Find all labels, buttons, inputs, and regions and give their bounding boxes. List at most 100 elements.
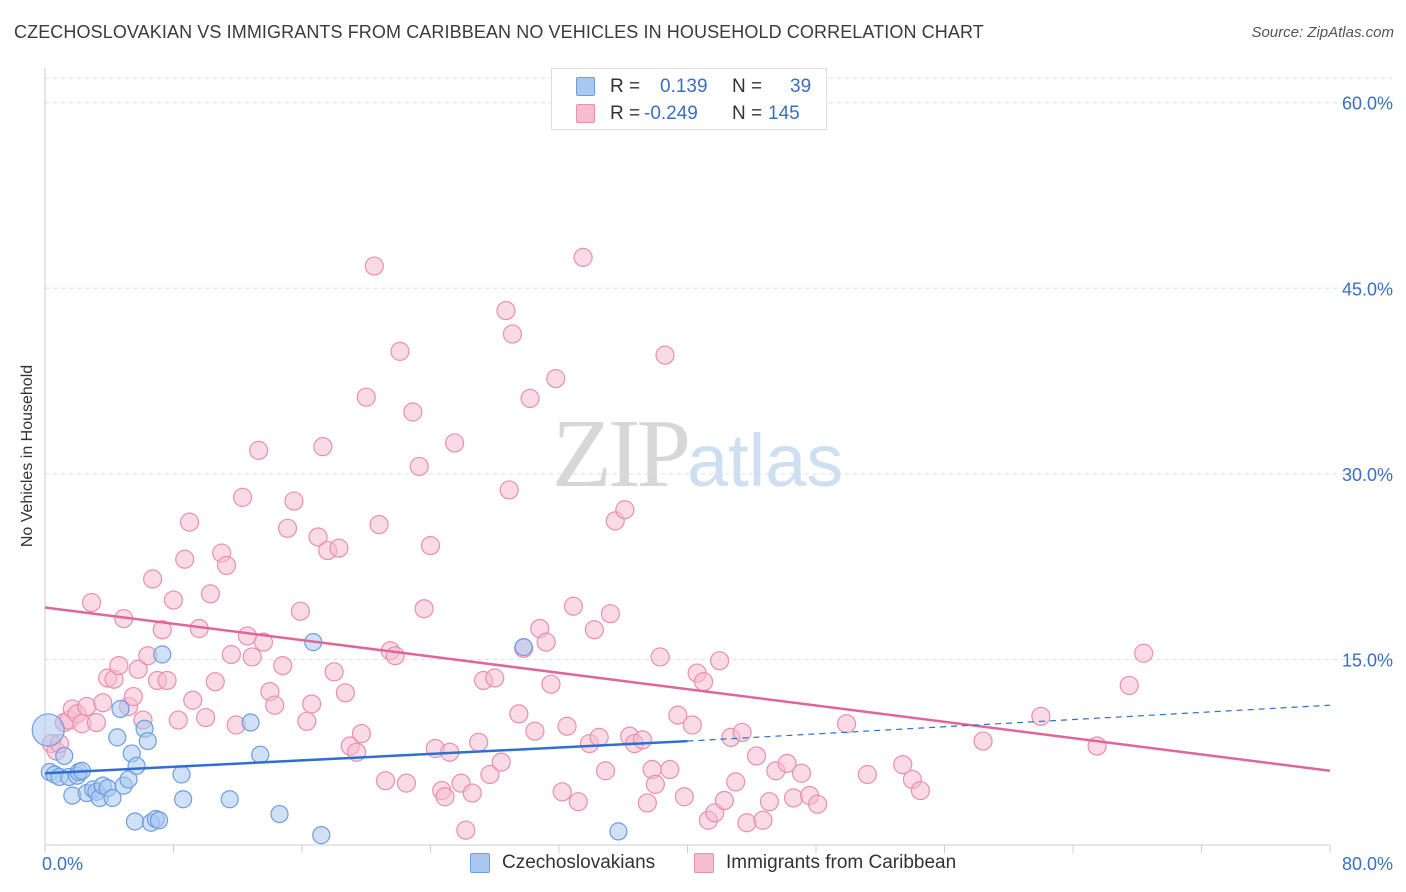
data-point-czechoslovakian [153,645,172,664]
data-point-czechoslovakian [103,788,122,808]
data-point-caribbean [351,724,372,744]
legend-swatch-blue [576,77,595,96]
data-point-caribbean [777,753,797,773]
data-point-caribbean [655,345,675,365]
grid [45,77,1392,660]
data-point-caribbean [637,793,657,813]
data-point-czechoslovakian [138,731,157,751]
correlation-legend: R = 0.139 N = 39 R = -0.249 N = 145 [551,68,827,130]
data-point-caribbean [369,514,389,535]
data-point-caribbean [759,792,780,812]
data-point-caribbean [1119,675,1139,696]
data-point-caribbean [297,711,317,731]
data-point-caribbean [414,599,434,619]
y-tick-label: 60.0% [1342,94,1393,114]
data-point-caribbean [93,693,113,713]
data-point-caribbean [335,683,355,703]
data-point-caribbean [290,601,310,621]
data-point-caribbean [196,707,216,728]
y-tick-label: 15.0% [1342,650,1393,670]
data-point-caribbean [615,500,635,520]
data-point-caribbean [86,712,107,733]
data-point-caribbean [1031,706,1051,726]
tick-labels: 15.0% 30.0% 45.0% 60.0% 0.0% 80.0% [42,94,1393,874]
data-point-czechoslovakian [251,745,270,764]
data-point-caribbean [324,662,344,682]
y-axis-label: No Vehicles in Household [19,364,36,548]
data-point-caribbean [541,674,561,694]
data-point-caribbean [385,646,405,666]
data-point-caribbean [485,668,505,688]
data-point-caribbean [403,402,423,422]
data-point-caribbean [265,695,285,715]
data-point-caribbean [783,788,804,808]
data-point-caribbean [77,696,97,717]
data-point-czechoslovakian [55,746,74,766]
y-tick-label: 45.0% [1342,279,1393,299]
legend-swatch-blue [470,853,490,873]
data-point-caribbean [152,620,172,640]
legend-n-label: N = [732,76,763,97]
trend-line-caribbean [44,606,1331,773]
watermark-zip: ZIP [552,400,691,508]
data-point-caribbean [726,772,746,792]
data-point-caribbean [168,710,188,730]
data-point-caribbean [420,536,441,556]
data-point-caribbean [563,596,584,616]
data-point-caribbean [480,764,500,785]
data-point-caribbean [632,730,653,750]
data-point-caribbean [456,820,476,840]
legend-label: Czechoslovakians [502,852,656,873]
data-point-czechoslovakian [125,812,145,831]
data-point-czechoslovakian [119,770,138,789]
data-point-caribbean [509,704,529,724]
data-point-caribbean [175,549,195,569]
data-point-caribbean [462,783,482,803]
data-point-caribbean [589,727,609,747]
data-point-caribbean [737,813,757,833]
data-point-caribbean [143,569,163,589]
data-point-caribbean [109,656,129,676]
data-point-caribbean [128,659,148,679]
data-point-caribbean [364,256,384,276]
watermark-atlas: atlas [687,419,844,502]
data-point-czechoslovakian [220,790,239,809]
y-tick-label: 30.0% [1342,465,1393,485]
trend-line-czechoslovakian-extension [687,704,1331,742]
data-point-caribbean [973,731,993,751]
data-point-czechoslovakian [172,765,191,784]
trend-lines [44,606,1331,775]
data-point-caribbean [595,761,616,781]
data-point-czechoslovakian [108,728,127,747]
data-point-caribbean [568,792,588,812]
data-point-caribbean [200,584,221,604]
data-point-czechoslovakian [174,790,193,809]
data-point-caribbean [444,433,465,453]
data-point-caribbean [1134,643,1154,663]
data-point-czechoslovakian [312,826,331,845]
data-point-caribbean [836,714,857,734]
legend-n-value: 39 [790,76,812,97]
data-point-caribbean [536,632,556,652]
data-point-caribbean [600,604,621,624]
legend-swatch-pink [576,104,595,123]
data-point-caribbean [396,773,417,793]
data-point-caribbean [409,456,429,477]
legend-r-value: -0.249 [644,103,698,124]
legend-swatch-pink [694,853,714,873]
x-tick-label: 80.0% [1342,854,1393,874]
data-point-caribbean [893,754,913,775]
data-point-caribbean [302,694,322,714]
data-point-caribbean [179,512,200,532]
data-point-caribbean [123,686,143,707]
data-point-czechoslovakian [241,713,260,732]
data-point-caribbean [502,324,523,344]
data-point-caribbean [308,527,328,547]
data-point-caribbean [491,752,511,772]
data-point-czechoslovakian [149,811,169,830]
data-point-caribbean [552,782,572,802]
data-point-caribbean [329,538,349,558]
data-point-caribbean [525,721,545,741]
chart-title: CZECHOSLOVAKIAN VS IMMIGRANTS FROM CARIB… [14,22,984,42]
